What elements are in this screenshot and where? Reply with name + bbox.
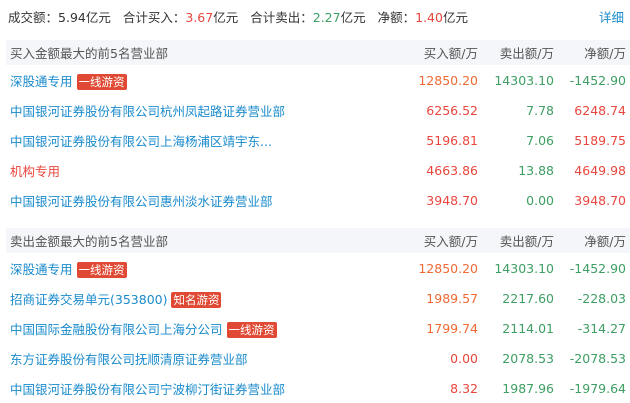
sell-amount: 0.00: [526, 192, 554, 208]
net-amount: -1452.90: [569, 260, 626, 276]
broker-cell: 中国银河证券股份有限公司上海杨浦区靖宇东...: [6, 131, 398, 150]
sell-section: 卖出金额最大的前5名营业部 买入额/万 卖出额/万 净额/万 深股通专用 一线游资…: [6, 228, 630, 403]
col-buy-header: 买入额/万: [423, 46, 478, 61]
buy-amount: 12850.20: [418, 260, 478, 276]
buy-amount: 6256.52: [426, 102, 478, 118]
sell-amount: 7.78: [526, 102, 554, 118]
broker-cell: 中国银河证券股份有限公司宁波柳汀街证券营业部: [6, 379, 398, 398]
broker-name-link[interactable]: 深股通专用: [10, 261, 73, 277]
trader-tag-badge: 知名游资: [171, 291, 222, 308]
total-buy: 合计买入：3.67亿元: [122, 9, 239, 25]
sell-amount: 13.88: [518, 162, 554, 178]
sell-amount: 2217.60: [502, 290, 554, 306]
col-net-header: 净额/万: [584, 234, 626, 249]
buy-amount: 1799.74: [426, 320, 478, 336]
broker-cell: 中国银河证券股份有限公司惠州淡水证券营业部: [6, 191, 398, 210]
net-amount: 6248.74: [574, 102, 626, 118]
net-amount: 净额：1.40亿元: [377, 9, 468, 25]
section-title: 买入金额最大的前5名营业部: [10, 46, 168, 61]
table-row[interactable]: 中国银河证券股份有限公司杭州凤起路证券营业部 6256.52 7.78 6248…: [6, 95, 630, 125]
buy-amount: 8.32: [450, 380, 478, 396]
net-amount: -228.03: [577, 290, 626, 306]
col-buy-header: 买入额/万: [423, 234, 478, 249]
trader-tag-badge: 一线游资: [76, 261, 127, 278]
table-row[interactable]: 东方证券股份有限公司抚顺清原证券营业部 0.00 2078.53 -2078.5…: [6, 343, 630, 373]
broker-name-link[interactable]: 东方证券股份有限公司抚顺清原证券营业部: [10, 351, 248, 367]
broker-name-link[interactable]: 机构专用: [10, 163, 61, 179]
broker-name-link[interactable]: 中国银河证券股份有限公司惠州淡水证券营业部: [10, 193, 273, 209]
total-sell: 合计卖出：2.27亿元: [250, 9, 366, 25]
col-net-header: 净额/万: [584, 46, 626, 61]
summary-bar: 成交额：5.94亿元 合计买入：3.67亿元 合计卖出：2.27亿元 净额：1.…: [8, 6, 626, 26]
table-row[interactable]: 中国银河证券股份有限公司惠州淡水证券营业部 3948.70 0.00 3948.…: [6, 185, 630, 215]
buy-amount: 0.00: [450, 350, 478, 366]
turnover: 成交额：5.94亿元: [8, 9, 111, 25]
broker-cell: 深股通专用 一线游资: [6, 259, 398, 278]
sell-amount: 14303.10: [494, 260, 554, 276]
net-amount: 3948.70: [574, 192, 626, 208]
broker-name-link[interactable]: 招商证券交易单元(353800): [10, 291, 168, 307]
net-amount: 4649.98: [574, 162, 626, 178]
table-row[interactable]: 深股通专用 一线游资 12850.20 14303.10 -1452.90: [6, 65, 630, 95]
broker-cell: 中国国际金融股份有限公司上海分公司 一线游资: [6, 319, 398, 338]
broker-name-link[interactable]: 深股通专用: [10, 73, 73, 89]
buy-amount: 1989.57: [426, 290, 478, 306]
trader-tag-badge: 一线游资: [76, 73, 127, 90]
section-header: 卖出金额最大的前5名营业部 买入额/万 卖出额/万 净额/万: [6, 228, 630, 253]
table-row[interactable]: 机构专用 4663.86 13.88 4649.98: [6, 155, 630, 185]
sell-amount: 1987.96: [502, 380, 554, 396]
table-row[interactable]: 招商证券交易单元(353800) 知名游资 1989.57 2217.60 -22…: [6, 283, 630, 313]
buy-amount: 12850.20: [418, 72, 478, 88]
table-row[interactable]: 中国银河证券股份有限公司上海杨浦区靖宇东... 5196.81 7.06 518…: [6, 125, 630, 155]
net-amount: -1452.90: [569, 72, 626, 88]
table-row[interactable]: 中国银河证券股份有限公司宁波柳汀街证券营业部 8.32 1987.96 -197…: [6, 373, 630, 403]
buy-amount: 4663.86: [426, 162, 478, 178]
sell-amount: 14303.10: [494, 72, 554, 88]
trader-tag-badge: 一线游资: [226, 321, 277, 338]
net-amount: -2078.53: [569, 350, 626, 366]
table-row[interactable]: 中国国际金融股份有限公司上海分公司 一线游资 1799.74 2114.01 -3…: [6, 313, 630, 343]
broker-name-link[interactable]: 中国银河证券股份有限公司上海杨浦区靖宇东...: [10, 133, 272, 149]
broker-cell: 中国银河证券股份有限公司杭州凤起路证券营业部: [6, 101, 398, 120]
section-title: 卖出金额最大的前5名营业部: [10, 234, 168, 249]
broker-name-link[interactable]: 中国银河证券股份有限公司宁波柳汀街证券营业部: [10, 381, 286, 397]
net-amount: -1979.64: [569, 380, 626, 396]
sell-amount: 2078.53: [502, 350, 554, 366]
broker-name-link[interactable]: 中国国际金融股份有限公司上海分公司: [10, 321, 223, 337]
buy-amount: 5196.81: [426, 132, 478, 148]
sell-amount: 7.06: [526, 132, 554, 148]
section-header: 买入金额最大的前5名营业部 买入额/万 卖出额/万 净额/万: [6, 40, 630, 65]
broker-cell: 东方证券股份有限公司抚顺清原证券营业部: [6, 349, 398, 368]
buy-amount: 3948.70: [426, 192, 478, 208]
table-row[interactable]: 深股通专用 一线游资 12850.20 14303.10 -1452.90: [6, 253, 630, 283]
broker-name-link[interactable]: 中国银河证券股份有限公司杭州凤起路证券营业部: [10, 103, 286, 119]
broker-cell: 招商证券交易单元(353800) 知名游资: [6, 289, 398, 308]
sell-amount: 2114.01: [502, 320, 554, 336]
col-sell-header: 卖出额/万: [499, 234, 554, 249]
buy-section: 买入金额最大的前5名营业部 买入额/万 卖出额/万 净额/万 深股通专用 一线游资…: [6, 40, 630, 215]
broker-cell: 机构专用: [6, 161, 398, 180]
net-amount: 5189.75: [574, 132, 626, 148]
detail-link[interactable]: 详细: [598, 9, 624, 25]
col-sell-header: 卖出额/万: [499, 46, 554, 61]
broker-cell: 深股通专用 一线游资: [6, 71, 398, 90]
net-amount: -314.27: [577, 320, 626, 336]
